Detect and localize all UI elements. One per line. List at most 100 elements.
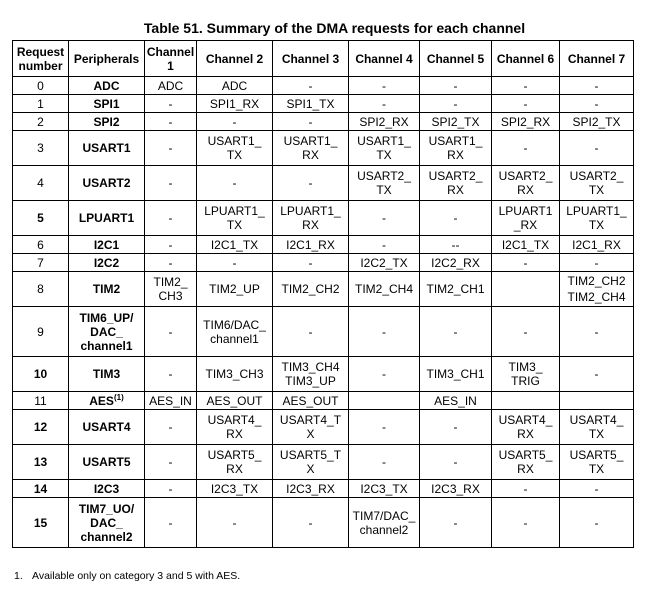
channel-3-cell: AES_OUT [272,391,349,410]
header-row: Request number Peripherals Channel 1 Channe… [12,40,634,77]
channel-4-cell [348,391,420,410]
channel-3-cell: USART4_T X [272,409,349,445]
column-header: Channel 1 [144,40,197,77]
channel-1-cell: - [144,130,197,166]
channel-1-cell: TIM2_ CH3 [144,271,197,307]
channel-1-cell: - [144,94,197,113]
channel-5-cell: - [419,409,492,445]
channel-2-cell: USART1_ TX [196,130,273,166]
request-number-cell: 13 [12,444,69,480]
channel-6-cell: TIM3_ TRIG [491,356,560,392]
peripheral-label: I2C1 [93,237,120,252]
channel-7-cell: TIM2_CH2 TIM2_CH4 [559,271,634,307]
peripheral-cell: SPI2 [68,112,145,131]
channel-5-cell: I2C3_RX [419,479,492,498]
channel-7-cell: I2C1_RX [559,235,634,254]
channel-2-cell: USART5_ RX [196,444,273,480]
peripheral-cell: TIM6_UP/ DAC_ channel1 [68,306,145,357]
request-number-cell: 1 [12,94,69,113]
channel-7-cell: - [559,253,634,272]
table-caption: Table 51. Summary of the DMA requests fo… [143,20,526,36]
channel-6-cell: SPI2_RX [491,112,560,131]
channel-3-cell: - [272,76,349,95]
channel-6-cell [491,391,560,410]
channel-4-cell: - [348,409,420,445]
channel-3-cell: LPUART1_ RX [272,200,349,236]
channel-2-cell: USART4_ RX [196,409,273,445]
channel-2-cell: LPUART1_ TX [196,200,273,236]
channel-3-cell: I2C1_RX [272,235,349,254]
peripheral-cell: LPUART1 [68,200,145,236]
column-header: Channel 3 [272,40,349,77]
channel-5-cell: - [419,444,492,480]
channel-1-cell: - [144,409,197,445]
column-header: Channel 2 [196,40,273,77]
table-row: 6 I2C1- I2C1_TX I2C1_RX - -- I2C1_TX I2C1_RX [12,235,634,254]
channel-4-cell: - [348,94,420,113]
channel-4-cell: TIM2_CH4 [348,271,420,307]
channel-4-cell: SPI2_RX [348,112,420,131]
channel-7-cell: - [559,130,634,166]
channel-3-cell: - [272,165,349,201]
column-header: Channel 4 [348,40,420,77]
channel-3-cell: TIM3_CH4 TIM3_UP [272,356,349,392]
channel-5-cell: - [419,306,492,357]
table-row: 4 USART2- - - USART2_ TX USART2_ RX USART2_ RX… [12,165,634,201]
channel-1-cell: AES_IN [144,391,197,410]
channel-5-cell: SPI2_TX [419,112,492,131]
request-number-cell: 8 [12,271,69,307]
channel-7-cell: - [559,356,634,392]
request-number-cell: 11 [12,391,69,410]
channel-2-cell: - [196,253,273,272]
table-row: 15 TIM7_UO/ DAC_ channel2- - - TIM7/DAC_ cha… [12,497,634,548]
channel-3-cell: USART5_T X [272,444,349,480]
table-row: 14 I2C3- I2C3_TX I2C3_RX I2C3_TX I2C3_RX - - [12,479,634,498]
channel-6-cell: - [491,253,560,272]
channel-3-cell: - [272,112,349,131]
peripheral-cell: USART4 [68,409,145,445]
channel-6-cell: LPUART1 _RX [491,200,560,236]
channel-2-cell: TIM6/DAC_ channel1 [196,306,273,357]
table-row: 10 TIM3- TIM3_CH3 TIM3_CH4 TIM3_UP - TIM3_CH1… [12,356,634,392]
channel-1-cell: - [144,356,197,392]
table-row: 3 USART1- USART1_ TX USART1_ RX USART1_ TX US… [12,130,634,166]
channel-2-cell: TIM2_UP [196,271,273,307]
footnote-marker: 1. [14,570,23,582]
channel-4-cell: - [348,356,420,392]
channel-5-cell: USART1_ RX [419,130,492,166]
channel-5-cell: - [419,76,492,95]
channel-1-cell: - [144,497,197,548]
channel-4-cell: I2C2_TX [348,253,420,272]
request-number-cell: 3 [12,130,69,166]
channel-1-cell: ADC [144,76,197,95]
channel-6-cell: I2C1_TX [491,235,560,254]
peripheral-cell: TIM7_UO/ DAC_ channel2 [68,497,145,548]
channel-1-cell: - [144,112,197,131]
channel-2-cell: AES_OUT [196,391,273,410]
channel-4-cell: - [348,444,420,480]
channel-2-cell: ADC [196,76,273,95]
channel-6-cell: - [491,130,560,166]
peripheral-cell: USART5 [68,444,145,480]
peripheral-label: LPUART1 [78,211,135,225]
channel-7-cell: USART5_ TX [559,444,634,480]
request-number-cell: 6 [12,235,69,254]
request-number-cell: 15 [12,497,69,548]
channel-3-cell: - [272,497,349,548]
channel-6-cell: - [491,76,560,95]
request-number-cell: 12 [12,409,69,445]
channel-4-cell: - [348,200,420,236]
channel-6-cell: - [491,306,560,357]
table-row: 1 SPI1- SPI1_RX SPI1_TX - - - - [12,94,634,113]
request-number-cell: 4 [12,165,69,201]
channel-6-cell: - [491,497,560,548]
peripheral-label: AES [89,393,114,408]
channel-6-cell: USART4_ RX [491,409,560,445]
channel-4-cell: I2C3_TX [348,479,420,498]
channel-7-cell: USART2_ TX [559,165,634,201]
table-row: 12 USART4- USART4_ RX USART4_T X - - USART4_ R… [12,409,634,445]
channel-7-cell: - [559,497,634,548]
table-row: 0 ADC ADC ADC - - - - - [12,76,634,95]
channel-1-cell: - [144,165,197,201]
peripheral-cell: TIM2 [68,271,145,307]
